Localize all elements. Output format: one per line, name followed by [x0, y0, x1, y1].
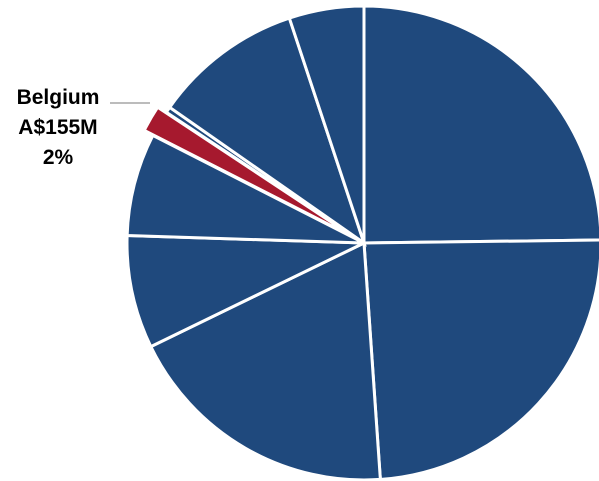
pie-slice-1: [362, 4, 599, 245]
pie-slice-8: [167, 16, 367, 247]
pie-slice-3: [148, 240, 382, 481]
pie-slice-belgium: [142, 105, 357, 240]
belgium-percent: 2%: [43, 146, 74, 169]
pie-slice-9: [287, 4, 366, 244]
belgium-callout: Belgium A$155M 2%: [17, 86, 150, 169]
belgium-label: Belgium: [17, 86, 100, 109]
pie-slice-4: [125, 234, 365, 349]
belgium-amount: A$155M: [18, 116, 97, 139]
pie-slice-5: [125, 133, 365, 245]
pie-slice-2: [362, 238, 599, 481]
pie-slices: [125, 4, 599, 481]
